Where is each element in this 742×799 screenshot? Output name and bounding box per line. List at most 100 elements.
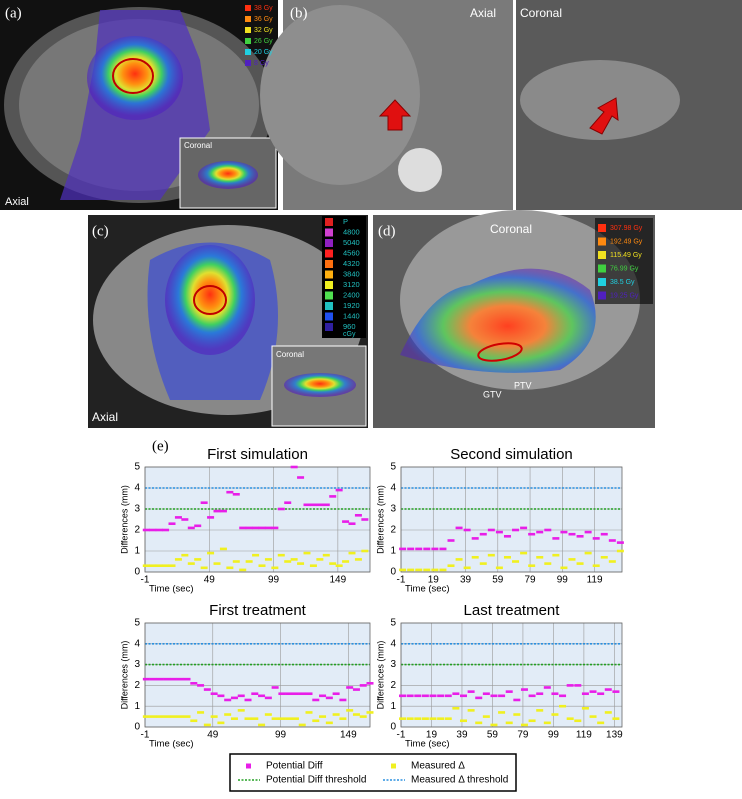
point	[479, 532, 487, 536]
point	[278, 717, 286, 720]
point	[574, 719, 582, 723]
dose-swatch	[598, 291, 606, 300]
point	[543, 686, 551, 689]
point	[447, 564, 455, 567]
point	[559, 694, 567, 698]
x-tick-label: -1	[141, 575, 150, 586]
point	[187, 562, 195, 565]
chart-title: First simulation	[207, 446, 308, 463]
point	[325, 721, 333, 725]
legend-marker	[246, 763, 251, 769]
point	[213, 562, 221, 565]
point	[487, 553, 495, 557]
point	[559, 704, 567, 708]
point	[612, 717, 620, 720]
legend-marker	[391, 763, 396, 769]
point	[181, 553, 189, 557]
point	[482, 692, 490, 696]
y-tick-label: 2	[390, 525, 396, 536]
point	[589, 690, 597, 693]
point	[431, 547, 439, 551]
y-tick-label: 1	[390, 701, 396, 712]
point	[142, 528, 150, 532]
point	[316, 558, 324, 561]
y-tick-label: 0	[134, 722, 140, 733]
point	[604, 711, 612, 714]
view-label: Axial	[92, 410, 118, 424]
point	[415, 568, 423, 572]
point	[245, 526, 253, 530]
dose-label: 32 Gy	[254, 27, 273, 34]
point	[482, 715, 490, 718]
y-tick-label: 0	[134, 567, 140, 578]
point	[503, 556, 511, 559]
panel-label: (d)	[378, 223, 396, 239]
point	[600, 532, 608, 536]
dose-swatch	[325, 218, 333, 226]
point	[616, 549, 624, 553]
point	[244, 698, 252, 702]
y-axis-label: Differences (mm)	[119, 485, 129, 554]
plot-area	[401, 623, 622, 727]
x-tick-label: 59	[492, 575, 504, 586]
point	[584, 551, 592, 555]
point	[513, 713, 521, 716]
chart-title: Second simulation	[450, 446, 573, 463]
dose-swatch	[325, 239, 333, 247]
dose-swatch	[598, 251, 606, 259]
point	[520, 723, 528, 727]
point	[163, 715, 171, 718]
point	[176, 715, 184, 718]
x-tick-label: 139	[606, 730, 623, 741]
x-axis-label: Time (sec)	[405, 739, 450, 750]
dose-label: 1920	[343, 301, 360, 310]
point	[224, 698, 232, 702]
point	[339, 717, 347, 720]
point	[429, 694, 437, 698]
point	[399, 717, 407, 720]
point	[566, 684, 574, 687]
point	[455, 526, 463, 530]
point	[512, 560, 520, 563]
x-axis-label: Time (sec)	[149, 739, 194, 750]
panel-label: (e)	[152, 438, 169, 454]
point	[332, 713, 340, 716]
x-tick-label: 79	[524, 575, 536, 586]
point	[190, 682, 198, 685]
point	[335, 488, 343, 492]
point	[544, 528, 552, 532]
point	[359, 715, 367, 718]
dose-label: 192.49 Gy	[610, 238, 643, 245]
view-label: Coronal	[184, 141, 212, 150]
point	[219, 509, 227, 513]
point	[239, 526, 247, 530]
point	[399, 568, 407, 572]
point	[459, 719, 467, 723]
point	[366, 711, 374, 714]
point	[597, 692, 605, 696]
point	[490, 723, 498, 727]
panel-a-image	[0, 0, 278, 210]
y-tick-label: 3	[390, 504, 396, 515]
dose-label: 307.98 Gy	[610, 225, 643, 232]
dose-label: 19.25 Gy	[610, 292, 639, 299]
point	[490, 694, 498, 698]
point	[200, 501, 208, 504]
view-label: Axial	[470, 6, 496, 20]
point	[217, 721, 225, 725]
point	[455, 558, 463, 561]
point	[536, 530, 544, 534]
point	[421, 717, 429, 720]
x-tick-label: -1	[397, 730, 406, 741]
point	[329, 562, 337, 565]
point	[149, 564, 157, 567]
point	[322, 553, 330, 557]
point	[176, 677, 184, 681]
y-tick-label: 5	[134, 618, 140, 629]
point	[297, 562, 305, 565]
point	[264, 696, 272, 700]
point	[183, 677, 191, 681]
point	[407, 547, 415, 551]
point	[169, 677, 177, 681]
point	[219, 547, 227, 551]
